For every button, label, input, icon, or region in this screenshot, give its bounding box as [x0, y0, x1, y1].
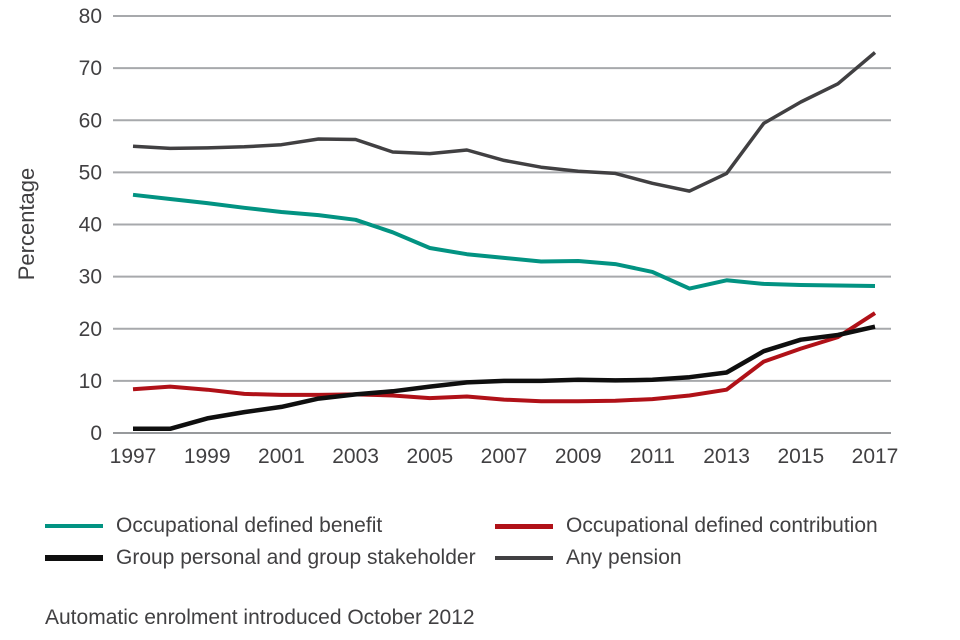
legend-label: Any pension — [566, 546, 682, 569]
legend-item-occupational-defined-benefit: Occupational defined benefit — [45, 512, 495, 540]
gridlines — [113, 15, 891, 434]
svg-text:1997: 1997 — [110, 445, 157, 468]
svg-text:2013: 2013 — [703, 445, 750, 468]
red-line-swatch-icon — [495, 523, 553, 529]
svg-text:80: 80 — [79, 5, 102, 28]
svg-text:0: 0 — [90, 422, 102, 445]
svg-text:70: 70 — [79, 57, 102, 80]
svg-text:2009: 2009 — [555, 445, 602, 468]
legend-item-group-personal-and-group-stakeholder: Group personal and group stakeholder — [45, 544, 495, 572]
series-lines — [132, 51, 877, 432]
svg-text:50: 50 — [79, 161, 102, 184]
x-axis-tick-labels: 1997 1999 2001 2003 2005 2007 2009 2011 2013 2015… — [110, 445, 899, 468]
svg-text:1999: 1999 — [184, 445, 231, 468]
chart-footnote: Automatic enrolment introduced October 2… — [45, 606, 475, 629]
svg-text:2015: 2015 — [777, 445, 824, 468]
svg-text:2003: 2003 — [332, 445, 379, 468]
legend-label: Group personal and group stakeholder — [116, 546, 476, 569]
pension-line-chart: 0 10 20 30 40 50 60 70 80 1997 1999 2001 2003 2005 20… — [14, 5, 899, 468]
svg-text:2005: 2005 — [406, 445, 453, 468]
svg-text:40: 40 — [79, 214, 102, 237]
legend-label: Occupational defined benefit — [116, 514, 383, 537]
svg-text:60: 60 — [79, 109, 102, 132]
legend-label: Occupational defined contribution — [566, 514, 878, 537]
svg-text:20: 20 — [79, 318, 102, 341]
svg-text:2017: 2017 — [852, 445, 899, 468]
legend-item-occupational-defined-contribution: Occupational defined contribution — [495, 512, 935, 540]
y-axis-tick-labels: 0 10 20 30 40 50 60 70 80 — [79, 5, 102, 445]
svg-text:2001: 2001 — [258, 445, 305, 468]
svg-text:30: 30 — [79, 266, 102, 289]
chart-legend: Occupational defined benefit Occupationa… — [45, 512, 935, 572]
svg-text:10: 10 — [79, 370, 102, 393]
svg-text:2007: 2007 — [481, 445, 528, 468]
black-line-swatch-icon — [45, 555, 103, 561]
svg-text:2011: 2011 — [630, 445, 675, 468]
legend-item-any-pension: Any pension — [495, 544, 935, 572]
y-axis-title: Percentage — [14, 168, 39, 281]
teal-line-swatch-icon — [45, 524, 103, 528]
grey-line-swatch-icon — [495, 556, 553, 560]
